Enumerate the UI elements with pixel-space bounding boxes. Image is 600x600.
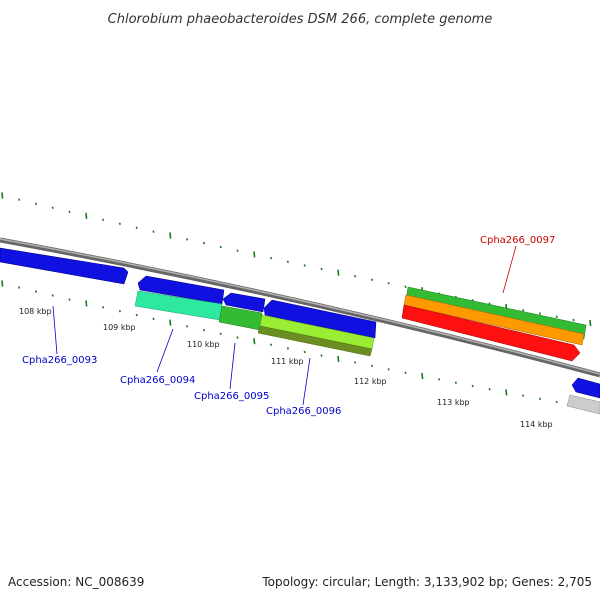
- inner-minor-tick: [51, 294, 54, 297]
- inner-minor-tick: [555, 400, 558, 404]
- inner-major-tick: [253, 338, 256, 345]
- outer-minor-tick: [236, 249, 239, 252]
- inner-minor-tick: [152, 317, 155, 321]
- gene-label-cpha266-0093[interactable]: Cpha266_0093: [22, 355, 97, 366]
- gene-label-cpha266-0095[interactable]: Cpha266_0095: [194, 391, 269, 402]
- gene-right-gray-feature[interactable]: [566, 394, 600, 415]
- inner-minor-tick: [219, 332, 222, 336]
- inner-minor-tick: [186, 325, 189, 328]
- outer-minor-tick: [219, 245, 222, 249]
- inner-minor-tick: [202, 328, 205, 332]
- gene-label-cpha266-0096[interactable]: Cpha266_0096: [266, 406, 341, 417]
- outer-minor-tick: [354, 274, 357, 278]
- outer-minor-tick: [303, 264, 306, 267]
- outer-minor-tick: [370, 278, 373, 281]
- gene-cpha266-0094-upper-feature[interactable]: [137, 275, 225, 305]
- outer-major-tick: [169, 232, 172, 239]
- scale-label-111: 111 kbp: [271, 357, 304, 366]
- outer-major-tick: [589, 320, 592, 327]
- inner-minor-tick: [34, 290, 37, 293]
- scale-label-112: 112 kbp: [354, 377, 387, 386]
- outer-minor-tick: [555, 315, 558, 318]
- gene-cpha266-0097-orange-feature[interactable]: [403, 294, 585, 346]
- genome-backbone-highlight: [0, 238, 600, 375]
- outer-minor-tick: [387, 282, 390, 285]
- gene-cpha266-0096-shadow-feature: [257, 325, 373, 357]
- gene-blue-short-feature[interactable]: [222, 292, 266, 313]
- inner-major-tick: [337, 355, 340, 363]
- outer-major-tick: [253, 251, 256, 258]
- outer-minor-tick: [51, 206, 54, 210]
- outer-minor-tick: [522, 309, 525, 312]
- gene-label-cpha266-0094[interactable]: Cpha266_0094: [120, 375, 195, 386]
- inner-minor-tick: [387, 368, 390, 371]
- inner-major-tick: [85, 300, 88, 307]
- genome-backbone: [0, 237, 600, 378]
- scale-labels: 108 kbp 109 kbp 110 kbp 111 kbp 112 kbp …: [19, 307, 553, 429]
- inner-minor-tick: [438, 378, 441, 381]
- gene-labels: Cpha266_0093 Cpha266_0094 Cpha266_0095 C…: [22, 235, 555, 417]
- scale-label-109: 109 kbp: [103, 323, 136, 332]
- gene-right-blue-feature[interactable]: [571, 377, 600, 399]
- outer-minor-tick: [270, 256, 273, 260]
- outer-minor-tick: [538, 312, 541, 315]
- inner-minor-tick: [404, 371, 407, 374]
- gene-label-cpha266-0097[interactable]: Cpha266_0097: [480, 235, 555, 246]
- outer-major-tick: [337, 269, 340, 276]
- outer-minor-tick: [186, 238, 189, 241]
- outer-minor-tick: [286, 260, 289, 264]
- outer-minor-tick: [118, 222, 121, 226]
- inner-minor-tick: [236, 336, 239, 339]
- outer-major-tick: [1, 192, 4, 199]
- outer-minor-tick: [152, 230, 155, 233]
- outer-minor-tick: [34, 202, 37, 205]
- scale-label-113: 113 kbp: [437, 398, 470, 407]
- inner-minor-tick: [286, 347, 289, 350]
- inner-major-tick: [1, 280, 4, 287]
- accession-text: Accession: NC_008639: [8, 575, 144, 589]
- outer-minor-tick: [404, 285, 407, 288]
- inner-minor-tick: [538, 397, 541, 401]
- scale-label-110: 110 kbp: [187, 340, 220, 349]
- inner-minor-tick: [303, 350, 306, 354]
- gene-cpha266-0097-feature[interactable]: [401, 304, 581, 362]
- inner-minor-tick: [118, 309, 121, 313]
- gene-blue-long-feature[interactable]: [263, 299, 377, 339]
- inner-major-tick: [169, 319, 172, 326]
- inner-minor-tick: [488, 388, 491, 391]
- inner-minor-tick: [135, 313, 138, 317]
- outer-minor-tick: [102, 218, 105, 222]
- gene-label-leaders: [52, 245, 517, 406]
- inner-major-tick: [505, 389, 508, 396]
- inner-minor-tick: [370, 364, 373, 368]
- scale-label-114: 114 kbp: [520, 420, 553, 429]
- outer-minor-tick: [202, 241, 205, 245]
- gene-features: [0, 247, 600, 415]
- inner-minor-tick: [522, 394, 525, 397]
- inner-minor-tick: [471, 384, 474, 388]
- outer-minor-tick: [68, 210, 71, 214]
- outer-minor-tick: [135, 226, 138, 229]
- inner-minor-tick: [320, 354, 323, 357]
- inner-minor-tick: [102, 306, 105, 309]
- inner-minor-tick: [68, 298, 71, 301]
- genome-title: Chlorobium phaeobacteroides DSM 266, com…: [108, 12, 493, 27]
- inner-minor-tick: [18, 286, 21, 289]
- inner-major-tick: [421, 372, 424, 380]
- inner-minor-tick: [270, 343, 273, 347]
- tick-track-outer: [1, 192, 592, 327]
- outer-minor-tick: [572, 318, 575, 322]
- gene-cpha266-0093-feature[interactable]: [0, 247, 129, 285]
- outer-minor-tick: [320, 267, 323, 271]
- scale-label-108: 108 kbp: [19, 307, 52, 316]
- outer-major-tick: [85, 212, 88, 219]
- topology-text: Topology: circular; Length: 3,133,902 bp…: [261, 575, 592, 589]
- inner-minor-tick: [354, 361, 357, 364]
- outer-minor-tick: [18, 198, 21, 201]
- inner-minor-tick: [454, 381, 457, 384]
